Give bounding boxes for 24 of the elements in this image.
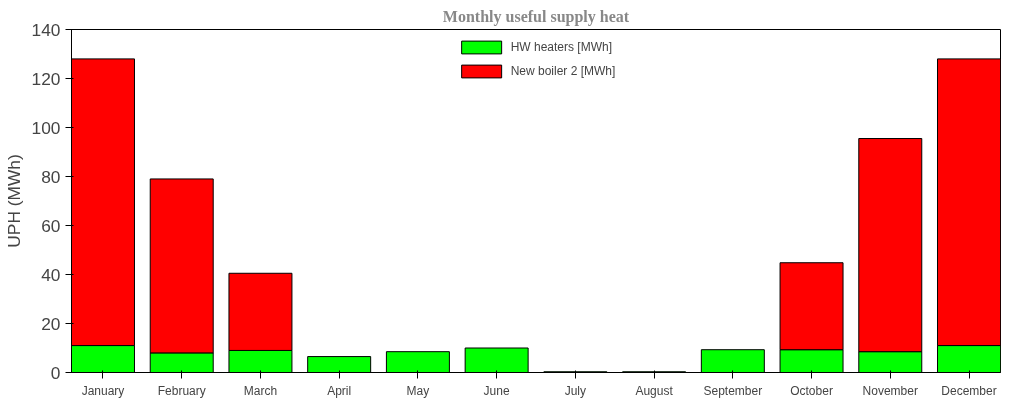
x-tick-label: November (862, 383, 918, 398)
x-tick-label: December (941, 383, 997, 398)
x-tick-label: May (406, 383, 430, 398)
x-tick-label: July (564, 383, 587, 398)
x-tick-label: September (703, 383, 763, 398)
x-tick-label: April (327, 383, 352, 398)
x-tick-label: October (790, 383, 833, 398)
chart-title: Monthly useful supply heat (442, 7, 630, 26)
y-tick-label: 40 (41, 264, 61, 285)
x-tick-label: August (635, 383, 674, 398)
x-tick-label: March (243, 383, 278, 398)
x-tick-label: June (483, 383, 510, 398)
y-tick-label: 0 (50, 362, 61, 383)
y-axis-title: UPH (MWh) (3, 154, 24, 248)
legend-label: New boiler 2 [MWh] (510, 64, 616, 78)
x-tick-label: February (157, 383, 206, 398)
y-tick-label: 80 (41, 166, 61, 187)
legend-label: HW heaters [MWh] (510, 40, 613, 54)
y-tick-label: 120 (31, 68, 61, 89)
y-tick-label: 20 (41, 313, 61, 334)
y-tick-label: 100 (31, 117, 61, 138)
y-tick-label: 60 (41, 215, 61, 236)
y-tick-label: 140 (31, 19, 61, 40)
x-tick-label: January (81, 383, 125, 398)
